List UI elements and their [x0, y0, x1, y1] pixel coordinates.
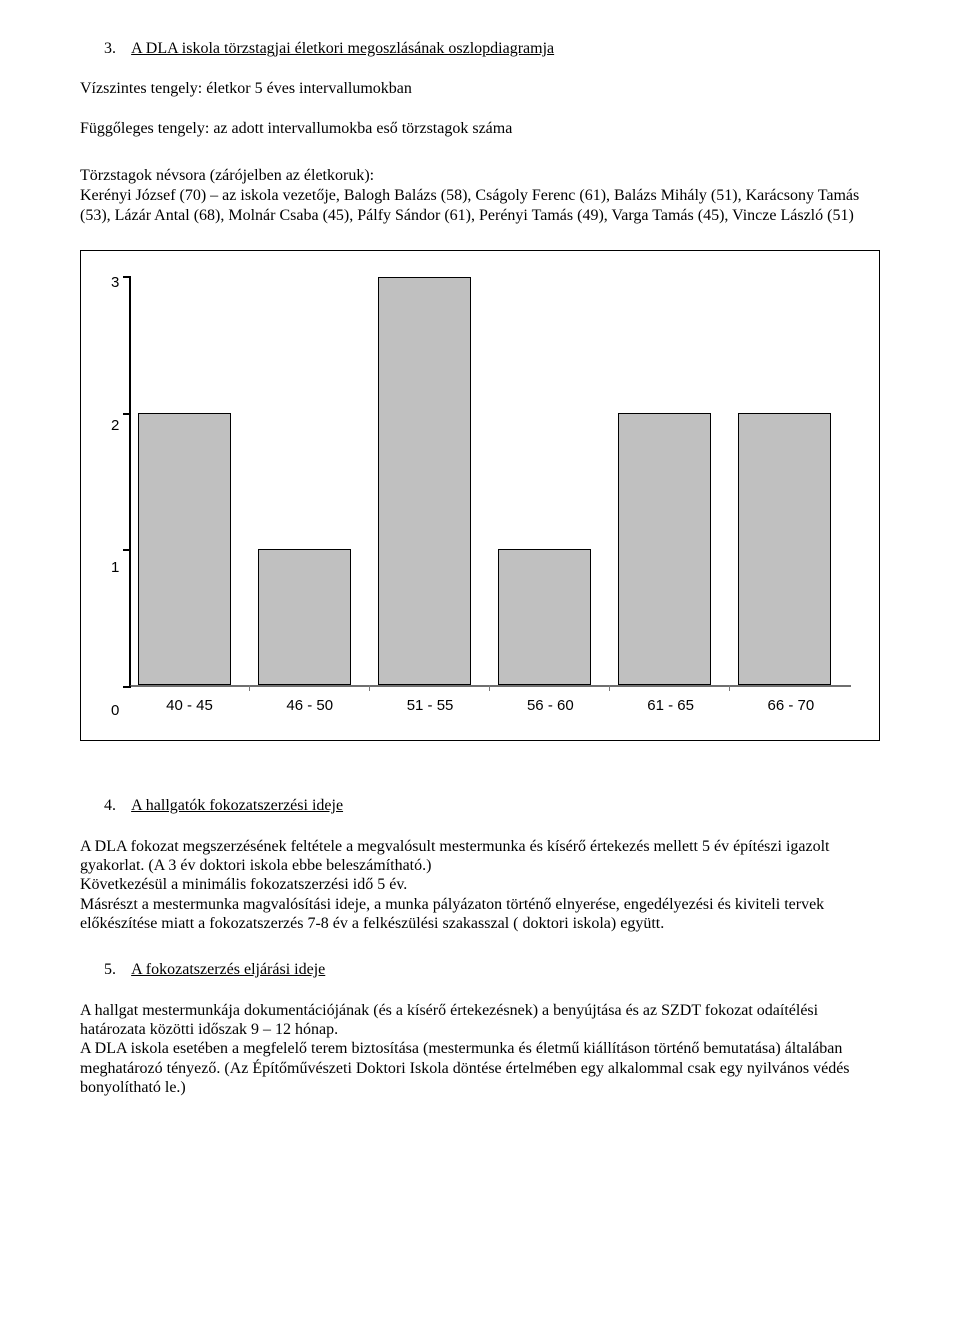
section3-title: A DLA iskola törzstagjai életkori megosz… — [131, 40, 554, 57]
bar — [258, 549, 351, 685]
x-tick-label: 56 - 60 — [490, 697, 610, 714]
document-page: 3. A DLA iskola törzstagjai életkori meg… — [0, 0, 960, 1137]
x-tick-label: 66 - 70 — [731, 697, 851, 714]
section4-title: A hallgatók fokozatszerzési ideje — [131, 797, 343, 814]
people-block: Törzstagok névsora (zárójelben az életko… — [80, 166, 880, 226]
y-tick — [123, 413, 131, 415]
section3-heading: 3. A DLA iskola törzstagjai életkori meg… — [80, 40, 880, 58]
people-list: Kerényi József (70) – az iskola vezetője… — [80, 186, 880, 226]
y-tick — [123, 686, 131, 688]
y-axis-labels: 3210 — [111, 277, 129, 705]
x-tick-label: 46 - 50 — [250, 697, 370, 714]
bar-chart: 3210 40 - 4546 - 5051 - 5556 - 6061 - 65… — [111, 277, 851, 714]
section5-heading: 5. A fokozatszerzés eljárási ideje — [80, 961, 880, 979]
section4-body: A DLA fokozat megszerzésének feltétele a… — [80, 837, 880, 933]
x-tick-label: 40 - 45 — [129, 697, 249, 714]
x-tick-label: 61 - 65 — [610, 697, 730, 714]
plot-area — [129, 277, 851, 687]
plot-column: 40 - 4546 - 5051 - 5556 - 6061 - 6566 - … — [129, 277, 851, 714]
x-tick-label: 51 - 55 — [370, 697, 490, 714]
bar — [738, 413, 831, 685]
sec4-p2: Következésül a minimális fokozatszerzési… — [80, 875, 880, 894]
x-tick — [609, 685, 610, 691]
sec5-p1: A hallgat mestermunkája dokumentációjána… — [80, 1001, 880, 1039]
section4-heading: 4. A hallgatók fokozatszerzési ideje — [80, 797, 880, 815]
bar — [378, 277, 471, 685]
bar-cell — [611, 277, 731, 685]
section5-title: A fokozatszerzés eljárási ideje — [131, 961, 325, 978]
bar-cell — [251, 277, 371, 685]
section5-number: 5. — [104, 961, 116, 979]
section5-body: A hallgat mestermunkája dokumentációjána… — [80, 1001, 880, 1097]
bar-cell — [131, 277, 251, 685]
sec4-p1: A DLA fokozat megszerzésének feltétele a… — [80, 837, 880, 875]
x-tick — [489, 685, 490, 691]
bar — [138, 413, 231, 685]
x-axis-labels: 40 - 4546 - 5051 - 5556 - 6061 - 6566 - … — [129, 697, 851, 714]
bar — [618, 413, 711, 685]
bar-chart-container: 3210 40 - 4546 - 5051 - 5556 - 6061 - 65… — [80, 250, 880, 741]
x-tick — [729, 685, 730, 691]
axis-desc-y: Függőleges tengely: az adott intervallum… — [80, 120, 880, 138]
y-tick — [123, 276, 131, 278]
bar — [498, 549, 591, 685]
section4-number: 4. — [104, 797, 116, 815]
bars-layer — [131, 277, 851, 685]
y-tick — [123, 549, 131, 551]
people-heading: Törzstagok névsora (zárójelben az életko… — [80, 166, 880, 186]
x-tick — [369, 685, 370, 691]
sec5-p2: A DLA iskola esetében a megfelelő terem … — [80, 1039, 880, 1097]
section3-number: 3. — [104, 40, 116, 58]
bar-cell — [491, 277, 611, 685]
axis-desc-x: Vízszintes tengely: életkor 5 éves inter… — [80, 80, 880, 98]
bar-cell — [731, 277, 851, 685]
sec4-p3: Másrészt a mestermunka magvalósítási ide… — [80, 895, 880, 933]
x-tick — [249, 685, 250, 691]
bar-cell — [371, 277, 491, 685]
